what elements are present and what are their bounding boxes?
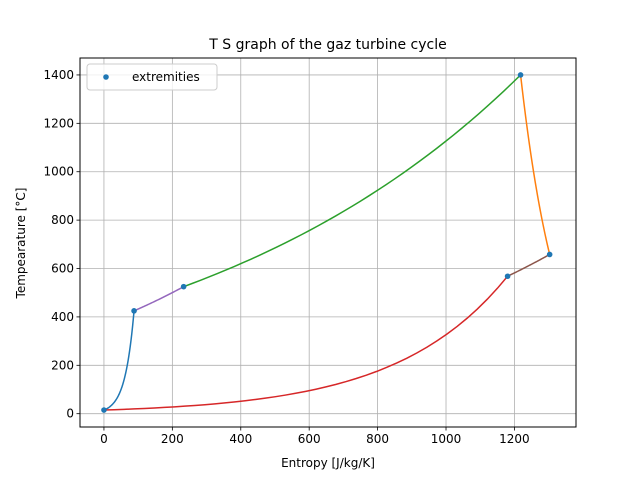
y-tick-label: 1200	[43, 116, 74, 130]
legend: extremities	[86, 63, 218, 91]
x-tick-label: 400	[229, 432, 252, 446]
chart-title: T S graph of the gaz turbine cycle	[208, 37, 446, 53]
plot-frame	[79, 57, 577, 428]
extremity-markers	[101, 72, 553, 413]
y-axis-ticks: 0 200 400 600 800 1000 1200 1400	[43, 68, 80, 421]
series-line-1	[103, 310, 135, 411]
x-axis-title: Entropy [J/kg/K]	[281, 456, 375, 470]
grid-lines	[80, 58, 576, 427]
x-tick-label: 1000	[431, 432, 462, 446]
y-tick-label: 600	[51, 262, 74, 276]
extremity-point	[180, 283, 187, 290]
series-line-3	[183, 74, 522, 288]
series-line-4	[519, 74, 551, 255]
x-tick-label: 1200	[499, 432, 530, 446]
extremity-point	[101, 407, 107, 413]
y-axis-title: Tempearature [°C]	[14, 188, 28, 300]
series-line-2	[133, 286, 185, 312]
series-line-5	[507, 253, 551, 277]
x-tick-label: 800	[366, 432, 389, 446]
y-tick-label: 800	[51, 213, 74, 227]
y-tick-label: 0	[66, 407, 74, 421]
extremity-point	[546, 251, 553, 258]
x-tick-label: 0	[100, 432, 108, 446]
legend-box	[86, 63, 218, 91]
series-lines	[103, 74, 551, 411]
y-tick-label: 400	[51, 310, 74, 324]
legend-marker	[103, 74, 109, 80]
y-tick-label: 1400	[43, 68, 74, 82]
x-tick-label: 600	[298, 432, 321, 446]
x-tick-label: 200	[161, 432, 184, 446]
extremity-point	[131, 308, 137, 314]
legend-label: extremities	[132, 70, 200, 84]
y-tick-label: 1000	[43, 165, 74, 179]
series-line-6	[103, 275, 509, 411]
y-tick-label: 200	[51, 358, 74, 372]
x-axis-ticks: 0 200 400 600 800 1000 1200	[100, 427, 530, 446]
extremity-point	[517, 72, 524, 78]
extremity-point	[504, 273, 511, 280]
